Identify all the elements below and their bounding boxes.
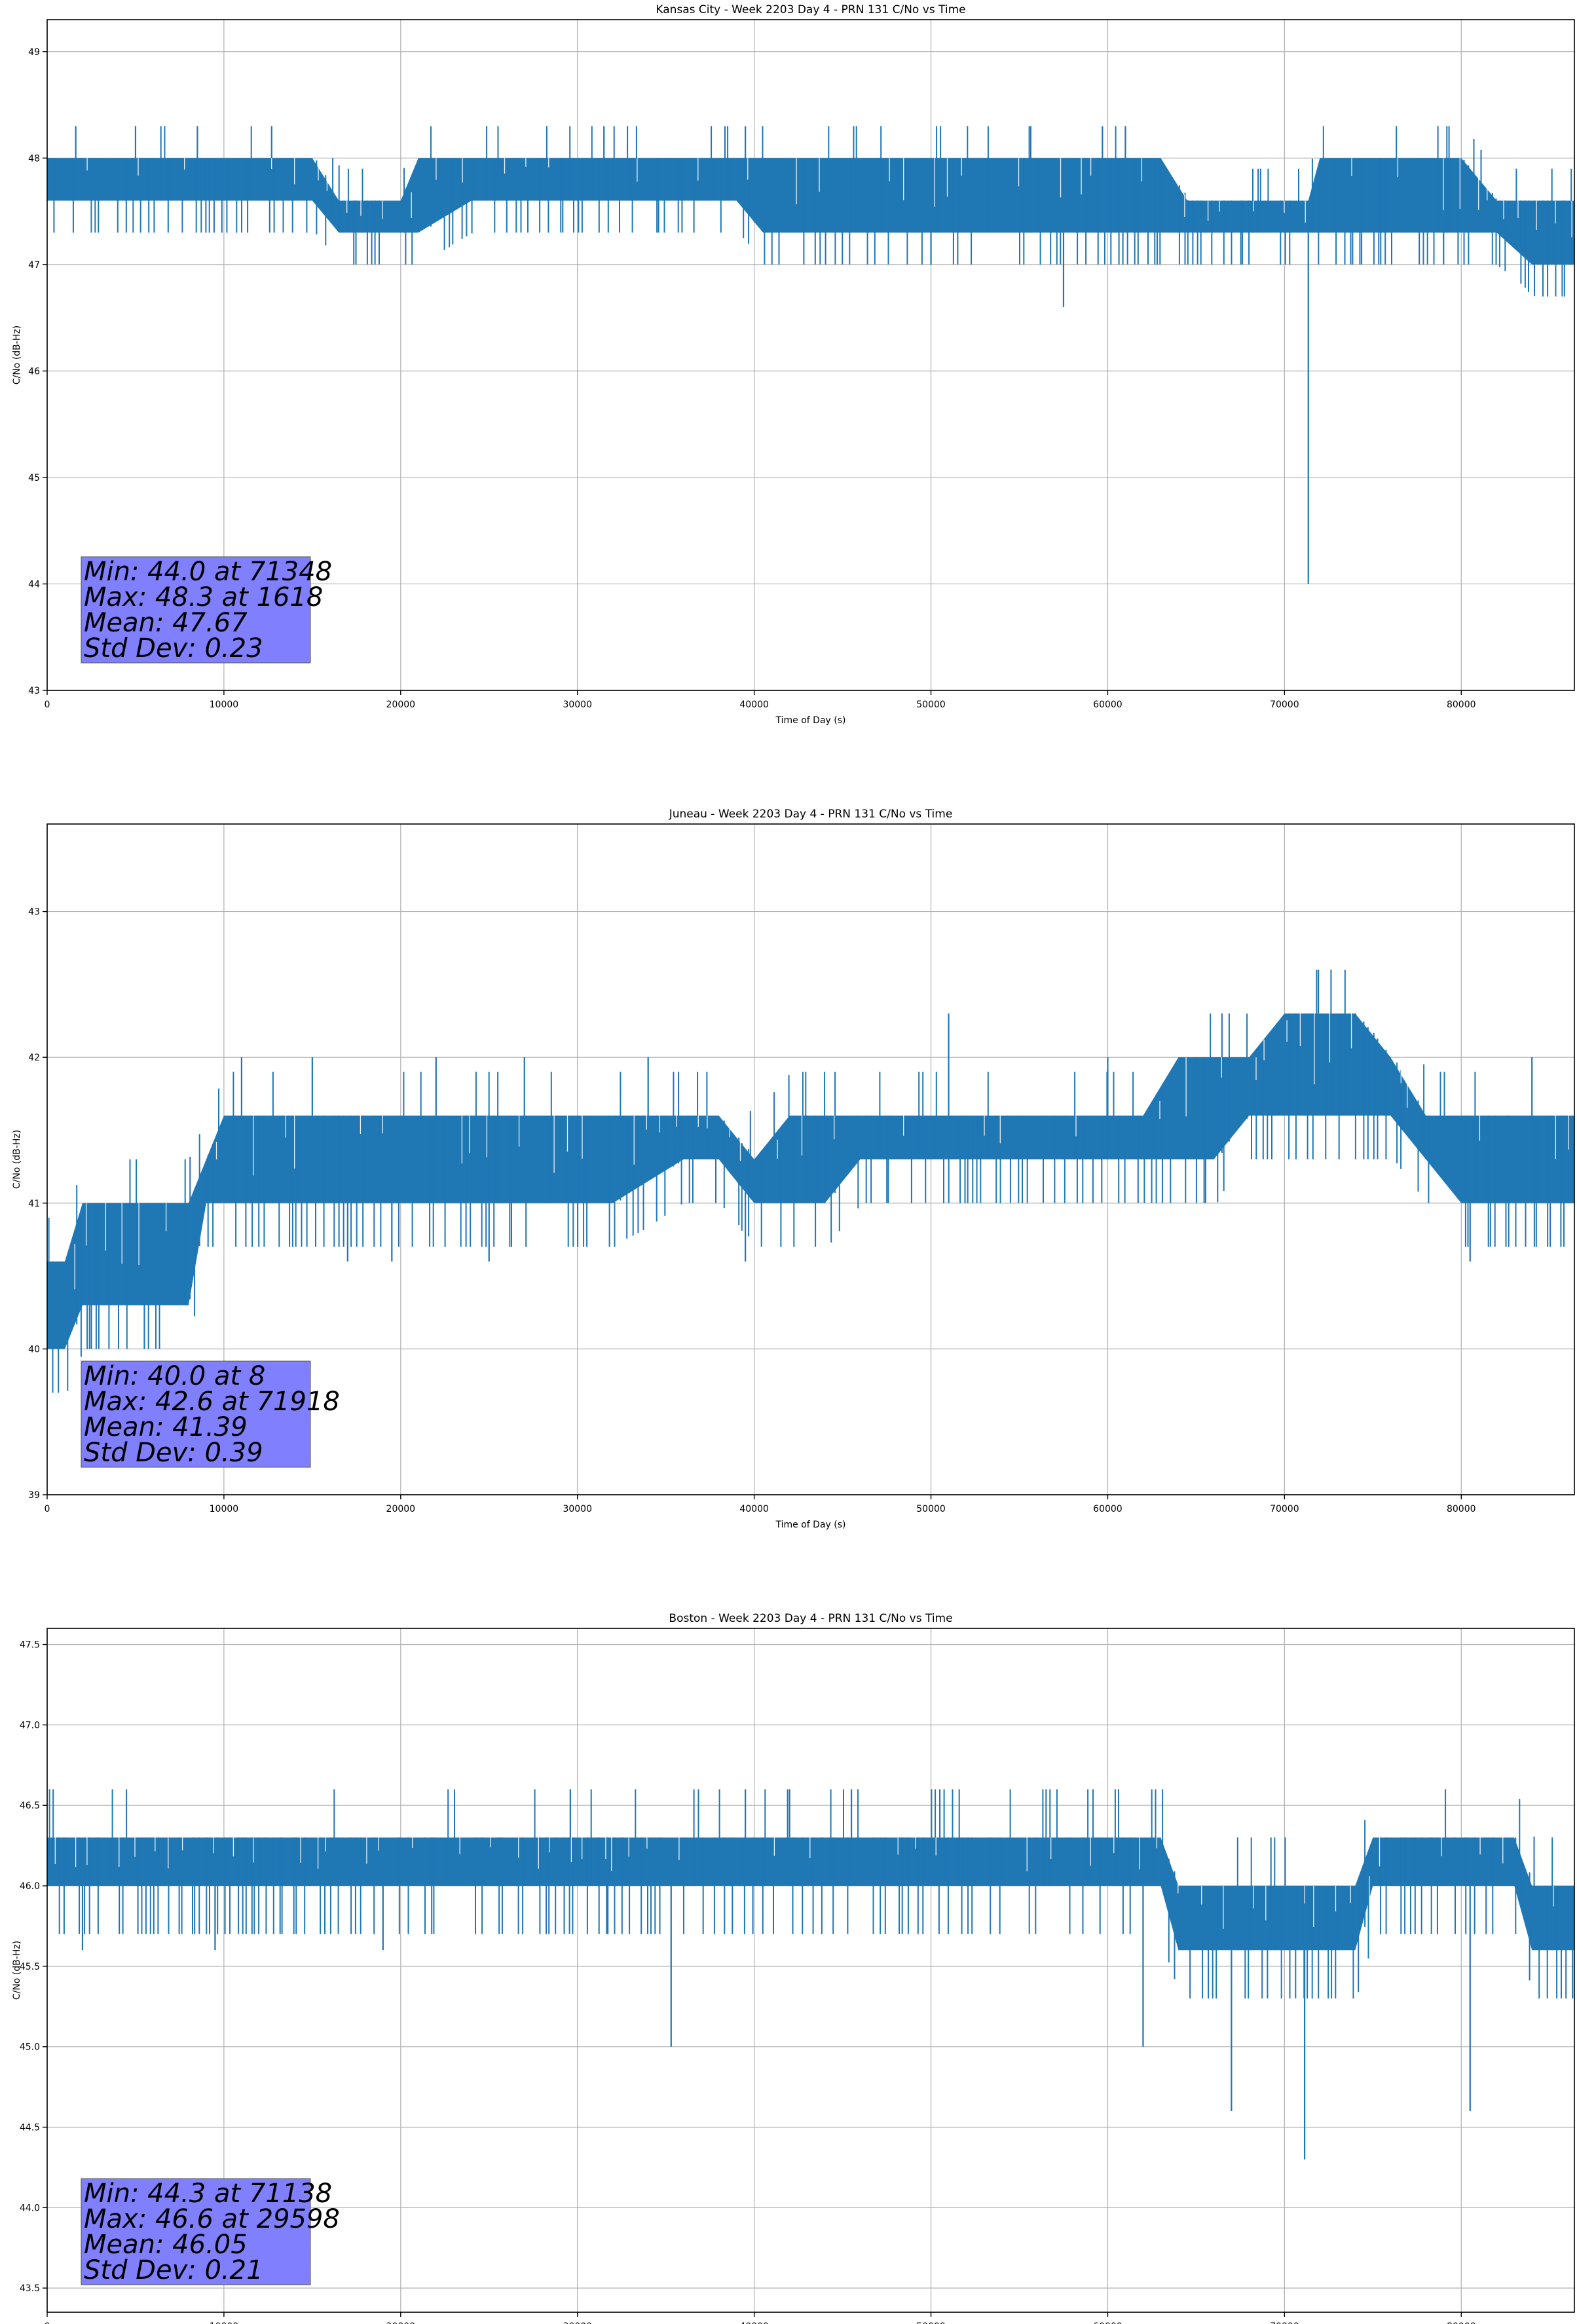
x-tick-label: 0 xyxy=(45,2321,50,2324)
stats-line: Max: 48.3 at 1618 xyxy=(84,582,323,612)
x-tick-label: 70000 xyxy=(1270,2321,1299,2324)
cno-gaps xyxy=(54,1837,1554,1929)
y-tick-label: 40 xyxy=(28,1344,40,1355)
stats-box xyxy=(81,2178,311,2285)
y-tick-label: 44.5 xyxy=(20,2123,40,2133)
y-tick-label: 47.5 xyxy=(20,1640,40,1651)
x-tick-label: 60000 xyxy=(1093,1504,1122,1514)
cno-band xyxy=(47,1013,1574,1349)
cno-band xyxy=(47,1837,1574,1951)
x-tick-label: 10000 xyxy=(210,2321,239,2324)
y-tick-label: 39 xyxy=(28,1490,40,1501)
data-series xyxy=(47,1789,1574,2160)
stats-box xyxy=(81,556,311,664)
axes-frame xyxy=(46,19,1575,691)
stats-line: Min: 44.0 at 71348 xyxy=(84,557,332,587)
stats-line: Max: 46.6 at 29598 xyxy=(84,2204,340,2234)
stats-line: Mean: 47.67 xyxy=(84,608,248,638)
cno-band xyxy=(47,158,1574,265)
x-tick-label: 10000 xyxy=(210,700,239,710)
x-tick-label: 70000 xyxy=(1270,1504,1299,1514)
cno-gaps xyxy=(86,158,1572,238)
x-tick-label: 50000 xyxy=(916,2321,946,2324)
y-axis-label: C/No (dB-Hz) xyxy=(12,1941,22,2000)
y-tick-label: 44 xyxy=(28,579,40,590)
y-tick-label: 47.0 xyxy=(20,1720,40,1731)
y-tick-label: 46.0 xyxy=(20,1881,40,1892)
stats-line: Mean: 41.39 xyxy=(84,1412,248,1442)
x-tick-label: 30000 xyxy=(563,1504,592,1514)
x-axis-label: Time of Day (s) xyxy=(775,715,846,726)
x-tick-label: 20000 xyxy=(386,700,416,710)
chart-panel: 0 10000 20000 30000 40000 50000 60000 70000 8000… xyxy=(12,3,1575,726)
chart-title: Juneau - Week 2203 Day 4 - PRN 131 C/No … xyxy=(669,808,953,821)
x-tick-label: 30000 xyxy=(563,2321,592,2324)
chart-panel: 0 10000 20000 30000 40000 50000 60000 70000 8000… xyxy=(12,808,1575,1530)
chart-title: Kansas City - Week 2203 Day 4 - PRN 131 … xyxy=(656,3,965,16)
y-tick-label: 45.0 xyxy=(20,2042,40,2053)
stats-line: Min: 40.0 at 8 xyxy=(84,1361,265,1391)
chart-panel: 0 10000 20000 30000 40000 50000 60000 70000 8000… xyxy=(12,1612,1575,2324)
x-tick-label: 60000 xyxy=(1093,2321,1122,2324)
x-tick-label: 60000 xyxy=(1093,700,1122,710)
y-axis-label: C/No (dB-Hz) xyxy=(12,326,22,384)
y-tick-label: 41 xyxy=(28,1199,40,1209)
y-tick-label: 46.5 xyxy=(20,1801,40,1811)
x-tick-label: 10000 xyxy=(210,1504,239,1514)
cno-flicker xyxy=(48,1789,1567,1998)
y-tick-label: 45.5 xyxy=(20,1962,40,1972)
cno-flicker xyxy=(48,969,1565,1393)
y-axis-label: C/No (dB-Hz) xyxy=(12,1130,22,1189)
x-tick-label: 20000 xyxy=(386,2321,416,2324)
stats-box xyxy=(81,1360,311,1468)
x-tick-label: 0 xyxy=(45,700,50,710)
gridlines xyxy=(46,1628,1574,2312)
x-tick-label: 50000 xyxy=(916,700,946,710)
x-tick-label: 40000 xyxy=(739,700,769,710)
y-tick-label: 48 xyxy=(28,153,40,164)
y-tick-label: 42 xyxy=(28,1053,40,1063)
y-tick-label: 45 xyxy=(28,473,40,483)
cno-gaps xyxy=(74,1013,1569,1290)
x-tick-label: 80000 xyxy=(1447,700,1476,710)
stats-line: Min: 44.3 at 71138 xyxy=(84,2179,332,2209)
stats-line: Mean: 46.05 xyxy=(84,2230,248,2260)
chart-title: Boston - Week 2203 Day 4 - PRN 131 C/No … xyxy=(669,1612,952,1625)
x-tick-label: 40000 xyxy=(739,1504,769,1514)
stats-line: Max: 42.6 at 71918 xyxy=(84,1387,340,1417)
x-tick-label: 70000 xyxy=(1270,700,1299,710)
stats-line: Std Dev: 0.21 xyxy=(84,2255,263,2285)
stats-line: Std Dev: 0.23 xyxy=(84,633,263,664)
data-series xyxy=(47,126,1574,584)
x-tick-label: 20000 xyxy=(386,1504,416,1514)
y-tick-label: 47 xyxy=(28,260,40,271)
x-tick-label: 80000 xyxy=(1447,1504,1476,1514)
axes-frame xyxy=(46,823,1575,1495)
x-tick-label: 80000 xyxy=(1447,2321,1476,2324)
y-tick-label: 43 xyxy=(28,907,40,918)
y-tick-label: 44.0 xyxy=(20,2203,40,2213)
stats-line: Std Dev: 0.39 xyxy=(84,1438,263,1468)
data-series xyxy=(47,969,1574,1393)
x-tick-label: 40000 xyxy=(739,2321,769,2324)
y-tick-label: 49 xyxy=(28,47,40,58)
axes-frame xyxy=(46,1628,1575,2313)
y-tick-label: 43.5 xyxy=(20,2283,40,2294)
x-tick-label: 0 xyxy=(45,1504,50,1514)
x-tick-label: 30000 xyxy=(563,700,592,710)
cno-flicker xyxy=(53,126,1572,297)
y-tick-label: 46 xyxy=(28,366,40,377)
x-axis-label: Time of Day (s) xyxy=(775,1520,846,1530)
y-tick-label: 43 xyxy=(28,686,40,696)
x-tick-label: 50000 xyxy=(916,1504,946,1514)
